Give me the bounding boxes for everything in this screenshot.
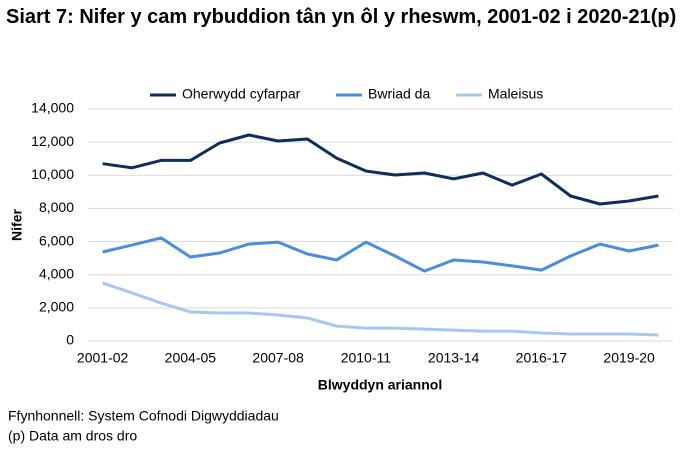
x-tick-label: 2019-20 xyxy=(603,350,655,366)
series-line xyxy=(102,236,659,273)
legend-label: Bwriad da xyxy=(368,86,430,102)
y-tick-label: 6,000 xyxy=(39,232,74,248)
y-tick-label: 12,000 xyxy=(31,133,74,149)
provisional-note: (p) Data am dros dro xyxy=(8,428,137,444)
y-tick-label: 2,000 xyxy=(39,299,74,315)
x-tick-label: 2013-14 xyxy=(428,350,480,366)
x-tick-label: 2004-05 xyxy=(165,350,217,366)
x-tick-label: 2016-17 xyxy=(516,350,568,366)
y-tick-label: 8,000 xyxy=(39,199,74,215)
y-tick-label: 4,000 xyxy=(39,265,74,281)
x-tick-label: 2001-02 xyxy=(77,350,129,366)
source-note: Ffynhonnell: System Cofnodi Digwyddiadau xyxy=(8,408,279,424)
legend-label: Oherwydd cyfarpar xyxy=(182,86,301,102)
series-line xyxy=(102,133,659,206)
x-tick-label: 2007-08 xyxy=(252,350,304,366)
series-line xyxy=(102,281,659,337)
chart-title: Siart 7: Nifer y cam rybuddion tân yn ôl… xyxy=(6,6,677,28)
x-tick-label: 2010-11 xyxy=(341,350,392,366)
legend-label: Maleisus xyxy=(488,86,543,102)
y-tick-label: 14,000 xyxy=(31,100,74,116)
y-tick-label: 0 xyxy=(66,332,74,348)
y-tick-label: 10,000 xyxy=(31,166,74,182)
x-axis-title: Blwyddyn ariannol xyxy=(318,377,442,393)
y-axis-title: Nifer xyxy=(9,209,25,241)
